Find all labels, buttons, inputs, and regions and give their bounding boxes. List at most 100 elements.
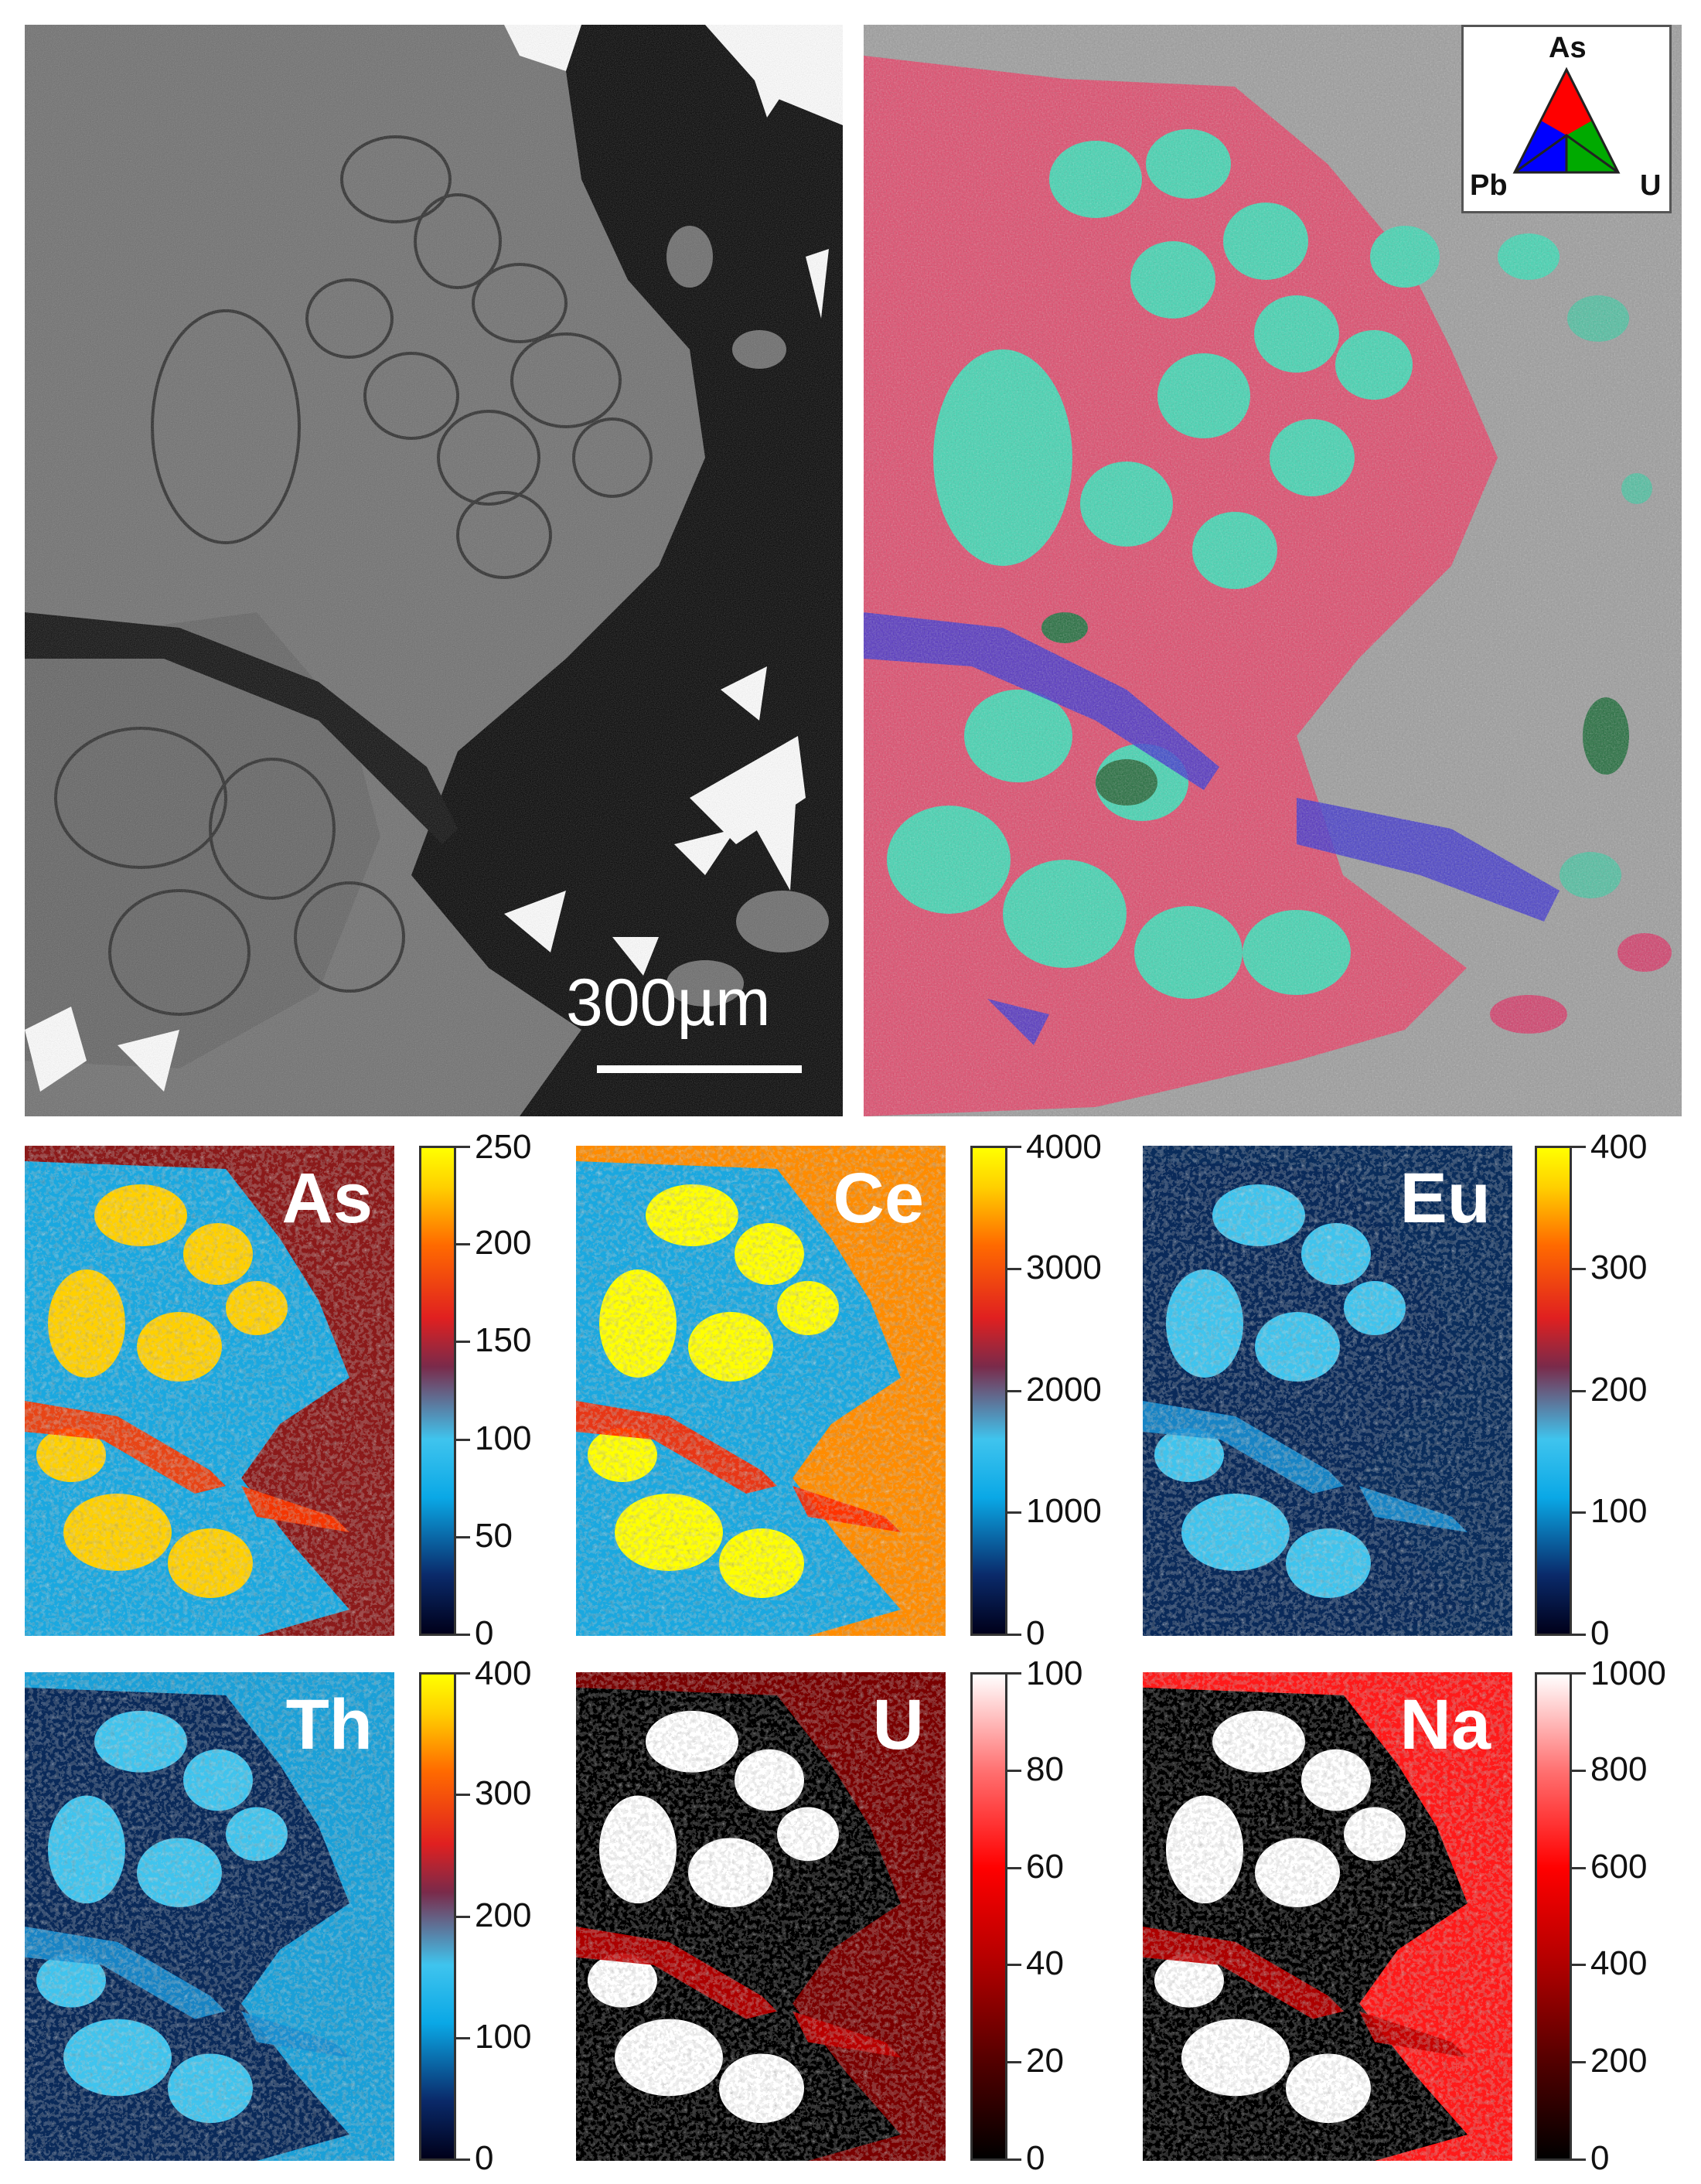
colorbar-th bbox=[419, 1672, 456, 2161]
colorbar-tick bbox=[1007, 1389, 1021, 1392]
bse-image bbox=[25, 25, 843, 1116]
colorbar-tick-label: 40 bbox=[1026, 1944, 1064, 1983]
colorbar-tick bbox=[1007, 1146, 1021, 1148]
scale-bar-label: 300µm bbox=[566, 966, 771, 1040]
colorbar-tick-label: 800 bbox=[1590, 1750, 1648, 1788]
colorbar-tick-label: 600 bbox=[1590, 1847, 1648, 1886]
colorbar-tick-label: 150 bbox=[475, 1321, 532, 1360]
colorbar-tick-label: 0 bbox=[475, 2139, 494, 2177]
colorbar-tick bbox=[1572, 1769, 1586, 1772]
colorbar-eu bbox=[1535, 1146, 1572, 1636]
colorbar-tick bbox=[456, 2158, 470, 2161]
colorbar-tick-label: 50 bbox=[475, 1516, 513, 1555]
colorbar-tick-label: 400 bbox=[1590, 1128, 1648, 1166]
colorbar-tick-label: 0 bbox=[1590, 2139, 1610, 2177]
element-map-image bbox=[1143, 1146, 1512, 1636]
element-map-image bbox=[576, 1672, 946, 2161]
colorbar-tick bbox=[456, 1243, 470, 1246]
colorbar-tick-label: 400 bbox=[475, 1654, 532, 1692]
colorbar-tick-label: 60 bbox=[1026, 1847, 1064, 1886]
colorbar-tick-label: 3000 bbox=[1026, 1248, 1102, 1286]
element-label: Eu bbox=[1399, 1159, 1491, 1238]
element-map-th: Th bbox=[25, 1672, 394, 2161]
element-map-as: As bbox=[25, 1146, 394, 1636]
colorbar-tick bbox=[456, 1634, 470, 1636]
element-label: U bbox=[872, 1685, 924, 1764]
element-label: Ce bbox=[833, 1159, 924, 1238]
colorbar-tick-label: 0 bbox=[1026, 2139, 1045, 2177]
colorbar-tick bbox=[1572, 1267, 1586, 1270]
colorbar-tick-label: 100 bbox=[1026, 1654, 1083, 1692]
colorbar-tick-label: 400 bbox=[1590, 1944, 1648, 1983]
rgb-composite-panel: As Pb U bbox=[864, 25, 1682, 1116]
colorbar-tick-label: 100 bbox=[475, 1419, 532, 1457]
colorbar-tick bbox=[1007, 1964, 1021, 1967]
ternary-legend: As Pb U bbox=[1461, 25, 1672, 213]
colorbar-tick bbox=[1572, 1672, 1586, 1675]
colorbar-tick bbox=[1572, 1634, 1586, 1636]
bse-image-panel: 300µm bbox=[25, 25, 843, 1116]
colorbar-tick bbox=[1007, 1672, 1021, 1675]
colorbar-tick-label: 200 bbox=[1590, 1370, 1648, 1409]
ternary-label-u: U bbox=[1640, 169, 1662, 202]
element-map-image bbox=[25, 1672, 394, 2161]
element-map-image bbox=[1143, 1672, 1512, 2161]
colorbar-tick bbox=[1007, 2061, 1021, 2064]
element-label: Na bbox=[1399, 1685, 1491, 1764]
colorbar-tick bbox=[1007, 1267, 1021, 1270]
colorbar-as bbox=[419, 1146, 456, 1636]
colorbar-tick-label: 80 bbox=[1026, 1750, 1064, 1788]
ternary-label-pb: Pb bbox=[1470, 169, 1508, 202]
colorbar-tick-label: 200 bbox=[1590, 2042, 1648, 2080]
colorbar-tick-label: 20 bbox=[1026, 2042, 1064, 2080]
colorbar-tick-label: 250 bbox=[475, 1128, 532, 1166]
colorbar-tick bbox=[1007, 1634, 1021, 1636]
colorbar-tick-label: 2000 bbox=[1026, 1370, 1102, 1409]
colorbar-tick-label: 300 bbox=[1590, 1248, 1648, 1286]
colorbar-tick-label: 200 bbox=[475, 1224, 532, 1262]
element-label: As bbox=[281, 1159, 373, 1238]
colorbar-ce bbox=[970, 1146, 1007, 1636]
element-label: Th bbox=[285, 1685, 373, 1764]
colorbar-tick-label: 4000 bbox=[1026, 1128, 1102, 1166]
element-map-image bbox=[576, 1146, 946, 1636]
colorbar-tick bbox=[456, 1915, 470, 1918]
colorbar-tick bbox=[1007, 2158, 1021, 2161]
element-map-u: U bbox=[576, 1672, 946, 2161]
colorbar-tick bbox=[1572, 2061, 1586, 2064]
colorbar-tick bbox=[1572, 1511, 1586, 1514]
colorbar-tick-label: 100 bbox=[1590, 1492, 1648, 1531]
colorbar-u bbox=[970, 1672, 1007, 2161]
colorbar-tick-label: 100 bbox=[475, 2017, 532, 2056]
colorbar-tick bbox=[456, 1794, 470, 1797]
colorbar-tick-label: 0 bbox=[1590, 1614, 1610, 1652]
colorbar-tick bbox=[1572, 1146, 1586, 1148]
element-map-eu: Eu bbox=[1143, 1146, 1512, 1636]
colorbar-tick bbox=[456, 2036, 470, 2039]
colorbar-tick bbox=[1572, 1964, 1586, 1967]
colorbar-tick bbox=[1007, 1511, 1021, 1514]
ternary-label-as: As bbox=[1549, 32, 1587, 64]
colorbar-tick bbox=[456, 1341, 470, 1344]
element-map-image bbox=[25, 1146, 394, 1636]
colorbar-tick-label: 300 bbox=[475, 1774, 532, 1813]
colorbar-tick bbox=[456, 1672, 470, 1675]
scale-bar bbox=[597, 1065, 802, 1073]
ternary-triangle bbox=[1512, 66, 1621, 174]
element-map-ce: Ce bbox=[576, 1146, 946, 1636]
colorbar-tick-label: 1000 bbox=[1590, 1654, 1666, 1692]
colorbar-tick bbox=[456, 1535, 470, 1538]
colorbar-tick bbox=[456, 1438, 470, 1441]
colorbar-tick bbox=[1572, 1389, 1586, 1392]
colorbar-tick bbox=[1007, 1769, 1021, 1772]
colorbar-tick bbox=[456, 1146, 470, 1148]
colorbar-tick-label: 200 bbox=[475, 1896, 532, 1934]
colorbar-tick-label: 0 bbox=[475, 1614, 494, 1652]
colorbar-tick bbox=[1572, 1866, 1586, 1869]
element-map-na: Na bbox=[1143, 1672, 1512, 2161]
colorbar-tick bbox=[1572, 2158, 1586, 2161]
colorbar-tick-label: 0 bbox=[1026, 1614, 1045, 1652]
colorbar-na bbox=[1535, 1672, 1572, 2161]
colorbar-tick bbox=[1007, 1866, 1021, 1869]
colorbar-tick-label: 1000 bbox=[1026, 1492, 1102, 1531]
